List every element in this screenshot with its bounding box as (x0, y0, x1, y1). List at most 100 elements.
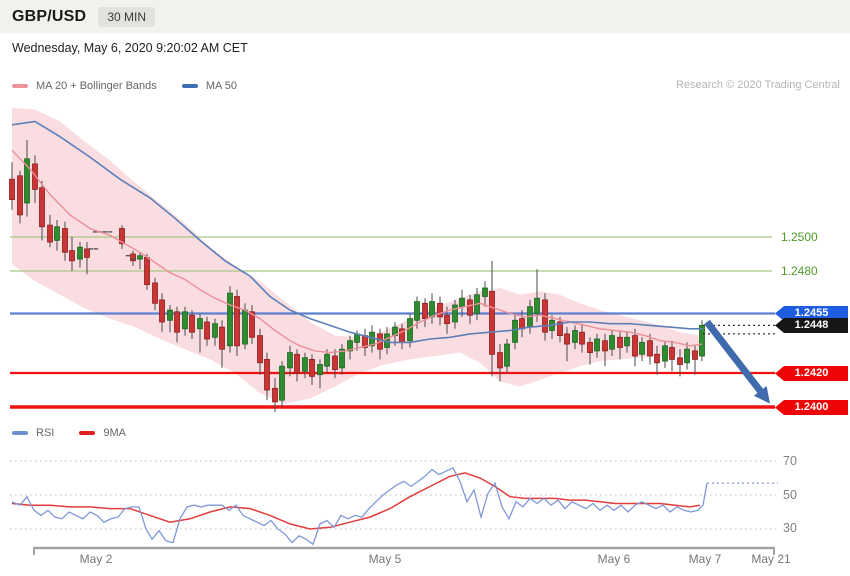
candle-body (579, 331, 585, 345)
candle-body (197, 318, 203, 330)
projection-arrow-head (753, 386, 770, 404)
projection-arrow-shaft (704, 319, 766, 397)
candle-body (9, 178, 15, 200)
candle-body (459, 297, 465, 308)
candle-body (452, 304, 458, 323)
candle-body (684, 348, 690, 364)
candle-body (609, 335, 615, 350)
candle-body (242, 309, 248, 345)
candle-body (219, 326, 225, 350)
candle-body (444, 314, 450, 325)
candle-body (482, 287, 488, 297)
candle-body (84, 248, 90, 258)
candle-body (512, 319, 518, 343)
candle-body (174, 311, 180, 333)
rsi-9ma-legend-swatch (79, 431, 96, 435)
rsi-legend: RSI 9MA (12, 426, 148, 442)
candle-body (467, 299, 473, 316)
x-tick-may-7: May 7 (688, 552, 722, 566)
candle-body (632, 335, 638, 357)
support-price-tag-1-2420: 1.2420 (775, 366, 848, 381)
candle-body (564, 333, 570, 345)
candle-body (429, 301, 435, 318)
candle-body (647, 340, 653, 357)
candle-body (167, 309, 173, 321)
candle-body (332, 355, 338, 371)
legend-9ma: 9MA (79, 427, 126, 439)
symbol-title: GBP/USD (12, 7, 87, 25)
candle-body (302, 357, 308, 372)
candle-body (227, 292, 233, 347)
candle-body (189, 314, 195, 333)
price-level-label-1-2500: 1.2500 (781, 230, 818, 244)
price-level-label-1-2480: 1.2480 (781, 264, 818, 278)
ma50-legend-swatch (181, 84, 198, 88)
candle-body (24, 158, 30, 204)
candle-body (339, 348, 345, 369)
candle-body (130, 253, 136, 262)
x-tick-may-2: May 2 (79, 552, 113, 566)
x-tick-may-21: May 21 (751, 552, 791, 566)
candle-body (69, 250, 75, 262)
candle-body (437, 302, 443, 318)
timeframe-badge[interactable]: 30 MIN (98, 6, 155, 27)
candle-body (294, 353, 300, 374)
candle-body (144, 256, 150, 285)
candle-body (572, 330, 578, 343)
candle-body (519, 318, 525, 330)
rsi-legend-label: RSI (36, 427, 55, 439)
candle-body (317, 364, 323, 376)
candle-body (54, 226, 60, 241)
candle-body (39, 187, 45, 228)
rsi-line (11, 466, 708, 546)
candle-body (677, 357, 683, 365)
candle-body (497, 352, 503, 369)
candle-body (47, 224, 53, 243)
ma50-line (11, 120, 703, 344)
legend-ma20-bollinger: MA 20 + Bollinger Bands (12, 80, 157, 92)
candle-body (692, 350, 698, 360)
candle-body (212, 323, 218, 338)
candle-body (557, 321, 563, 337)
candle-body (287, 352, 293, 369)
support-price-tag-1-2400: 1.2400 (775, 400, 848, 415)
legend-rsi: RSI (12, 427, 54, 439)
candle-body (639, 341, 645, 355)
candle-body (249, 311, 255, 338)
ma20-line (11, 149, 703, 354)
candle-body (624, 336, 630, 347)
candle-body (77, 246, 83, 260)
main-legend: MA 20 + Bollinger Bands MA 50 (12, 79, 840, 95)
candle-body (182, 311, 188, 330)
chart-timestamp: Wednesday, May 6, 2020 9:20:02 AM CET (12, 41, 248, 55)
candle-body (137, 255, 143, 260)
x-tick-may-6: May 6 (597, 552, 631, 566)
candle-body (279, 365, 285, 401)
ma20-legend-label: MA 20 + Bollinger Bands (36, 80, 157, 92)
candle-body (257, 335, 263, 364)
last-price-tag: 1.2448 (775, 318, 848, 333)
pivot-price-tag: 1.2455 (775, 306, 848, 321)
rsi-axis-label-30: 30 (783, 521, 797, 535)
candle-body (617, 336, 623, 348)
candle-body (32, 163, 38, 190)
research-credit: Research © 2020 Trading Central (675, 79, 840, 91)
rsi-axis-label-70: 70 (783, 454, 797, 468)
candle-body (602, 340, 608, 352)
candle-body (504, 343, 510, 367)
candle-body (587, 341, 593, 353)
legend-ma50: MA 50 (181, 80, 238, 92)
candle-body (234, 296, 240, 347)
candle-body (534, 297, 540, 314)
candle-body (699, 324, 705, 357)
candle-body (324, 353, 330, 367)
ma50-legend-label: MA 50 (205, 80, 238, 92)
candle-body (414, 301, 420, 321)
rsi-ma9-line (11, 472, 701, 530)
candle-body (62, 228, 68, 253)
candle-body (407, 318, 413, 342)
candle-body (594, 338, 600, 352)
rsi-axis-label-50: 50 (783, 488, 797, 502)
